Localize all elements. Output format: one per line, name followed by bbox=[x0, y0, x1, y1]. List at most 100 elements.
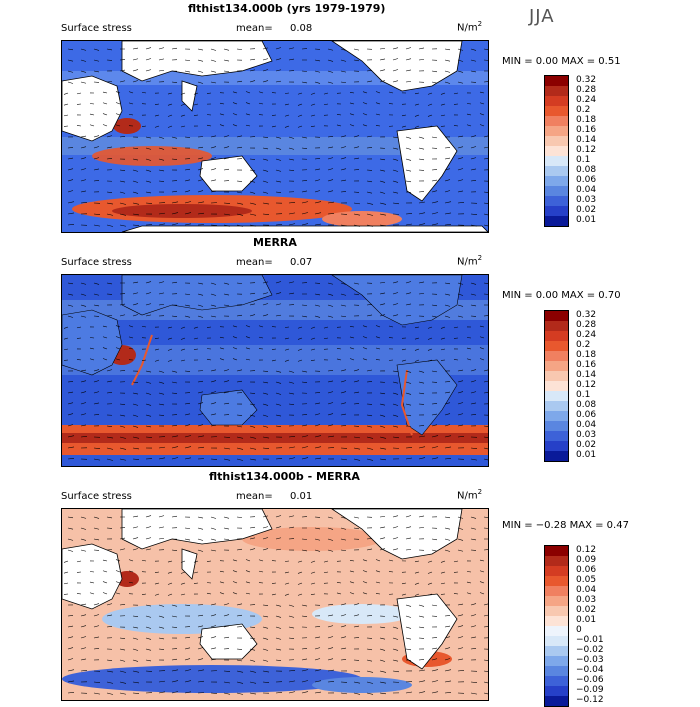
colorbar-tick-label: 0.28 bbox=[576, 86, 596, 95]
colorbar-swatch bbox=[545, 606, 568, 616]
panel-2-minmax: MIN = 0.00 MAX = 0.70 bbox=[502, 290, 621, 301]
panel-1-map bbox=[61, 40, 489, 233]
panel-1-unit: N/m2 bbox=[457, 20, 482, 33]
panel-1-map-svg bbox=[62, 41, 488, 232]
colorbar-tick-label: −0.01 bbox=[576, 636, 604, 645]
colorbar-swatch bbox=[545, 126, 568, 136]
panel-2-colorbar bbox=[544, 310, 569, 462]
indian-ocean-jet bbox=[92, 146, 212, 166]
colorbar-tick-label: 0.16 bbox=[576, 126, 596, 135]
colorbar-swatch bbox=[545, 96, 568, 106]
panel-3-title: flthist134.000b - MERRA bbox=[209, 470, 360, 483]
colorbar-tick-label: 0.18 bbox=[576, 351, 596, 360]
panel-1-mean-label: mean= bbox=[236, 23, 273, 34]
colorbar-swatch bbox=[545, 411, 568, 421]
colorbar-swatch bbox=[545, 156, 568, 166]
colorbar-swatch bbox=[545, 321, 568, 331]
colorbar-tick-label: 0.12 bbox=[576, 546, 596, 555]
colorbar-tick-label: 0.2 bbox=[576, 341, 590, 350]
colorbar-tick-label: 0.12 bbox=[576, 381, 596, 390]
colorbar-swatch bbox=[545, 576, 568, 586]
colorbar-tick-label: 0.32 bbox=[576, 311, 596, 320]
colorbar-tick-label: 0.14 bbox=[576, 136, 596, 145]
southern-neg-2 bbox=[312, 677, 412, 693]
colorbar-tick-label: −0.03 bbox=[576, 656, 604, 665]
colorbar-tick-label: 0.02 bbox=[576, 206, 596, 215]
colorbar-tick-label: 0.24 bbox=[576, 331, 596, 340]
colorbar-swatch bbox=[545, 341, 568, 351]
colorbar-swatch bbox=[545, 431, 568, 441]
season-label: JJA bbox=[529, 6, 555, 27]
colorbar-tick-label: 0.03 bbox=[576, 196, 596, 205]
colorbar-tick-label: 0.24 bbox=[576, 96, 596, 105]
colorbar-swatch bbox=[545, 596, 568, 606]
panel-2-mean-value: 0.07 bbox=[290, 257, 312, 268]
colorbar-swatch bbox=[545, 666, 568, 676]
colorbar-swatch bbox=[545, 566, 568, 576]
panel-2-unit: N/m2 bbox=[457, 254, 482, 267]
panel-3-minmax: MIN = −0.28 MAX = 0.47 bbox=[502, 520, 629, 531]
colorbar-swatch bbox=[545, 546, 568, 556]
colorbar-swatch bbox=[545, 636, 568, 646]
colorbar-swatch bbox=[545, 146, 568, 156]
southern-ocean-core bbox=[112, 204, 252, 218]
colorbar-tick-label: 0.14 bbox=[576, 371, 596, 380]
colorbar-swatch bbox=[545, 196, 568, 206]
colorbar-tick-label: −0.09 bbox=[576, 686, 604, 695]
colorbar-swatch bbox=[545, 186, 568, 196]
colorbar-tick-label: 0.06 bbox=[576, 176, 596, 185]
colorbar-tick-label: 0.03 bbox=[576, 431, 596, 440]
colorbar-swatch bbox=[545, 216, 568, 226]
pacific-jet bbox=[322, 211, 402, 227]
colorbar-swatch bbox=[545, 556, 568, 566]
panel-2-mean-label: mean= bbox=[236, 257, 273, 268]
colorbar-tick-label: 0.2 bbox=[576, 106, 590, 115]
colorbar-tick-label: 0.01 bbox=[576, 616, 596, 625]
colorbar-tick-label: 0.1 bbox=[576, 156, 590, 165]
panel-3-mean-value: 0.01 bbox=[290, 491, 312, 502]
colorbar-swatch bbox=[545, 616, 568, 626]
panel-1-colorbar bbox=[544, 75, 569, 227]
panel-2-map bbox=[61, 274, 489, 467]
colorbar-tick-label: −0.06 bbox=[576, 676, 604, 685]
panel-2-title: MERRA bbox=[253, 236, 297, 249]
colorbar-swatch bbox=[545, 441, 568, 451]
colorbar-swatch bbox=[545, 76, 568, 86]
panel-3-unit: N/m2 bbox=[457, 488, 482, 501]
colorbar-tick-label: 0.18 bbox=[576, 116, 596, 125]
colorbar-swatch bbox=[545, 391, 568, 401]
panel-3-variable: Surface stress bbox=[61, 491, 132, 502]
colorbar-swatch bbox=[545, 421, 568, 431]
colorbar-tick-label: 0.08 bbox=[576, 401, 596, 410]
colorbar-tick-label: 0.01 bbox=[576, 451, 596, 460]
colorbar-tick-label: 0.03 bbox=[576, 596, 596, 605]
colorbar-swatch bbox=[545, 116, 568, 126]
panel-3-mean-label: mean= bbox=[236, 491, 273, 502]
colorbar-swatch bbox=[545, 371, 568, 381]
southern-ocean-core bbox=[62, 433, 488, 443]
colorbar-swatch bbox=[545, 176, 568, 186]
colorbar-tick-label: 0.02 bbox=[576, 441, 596, 450]
colorbar-swatch bbox=[545, 696, 568, 706]
colorbar-tick-label: 0.05 bbox=[576, 576, 596, 585]
panel-1-variable: Surface stress bbox=[61, 23, 132, 34]
panel-1-mean-value: 0.08 bbox=[290, 23, 312, 34]
colorbar-tick-label: 0.08 bbox=[576, 166, 596, 175]
colorbar-swatch bbox=[545, 676, 568, 686]
colorbar-tick-label: 0.1 bbox=[576, 391, 590, 400]
panel-3-colorbar bbox=[544, 545, 569, 707]
colorbar-swatch bbox=[545, 686, 568, 696]
southern-neg bbox=[62, 665, 362, 693]
colorbar-swatch bbox=[545, 331, 568, 341]
antarctica-land bbox=[122, 226, 488, 232]
colorbar-swatch bbox=[545, 451, 568, 461]
colorbar-tick-label: 0.04 bbox=[576, 586, 596, 595]
colorbar-tick-label: 0.04 bbox=[576, 421, 596, 430]
colorbar-tick-label: 0.02 bbox=[576, 606, 596, 615]
colorbar-tick-label: 0.12 bbox=[576, 146, 596, 155]
colorbar-tick-label: −0.12 bbox=[576, 696, 604, 705]
colorbar-tick-label: 0.06 bbox=[576, 566, 596, 575]
colorbar-tick-label: 0.09 bbox=[576, 556, 596, 565]
colorbar-swatch bbox=[545, 381, 568, 391]
panel-2-map-svg bbox=[62, 275, 488, 466]
